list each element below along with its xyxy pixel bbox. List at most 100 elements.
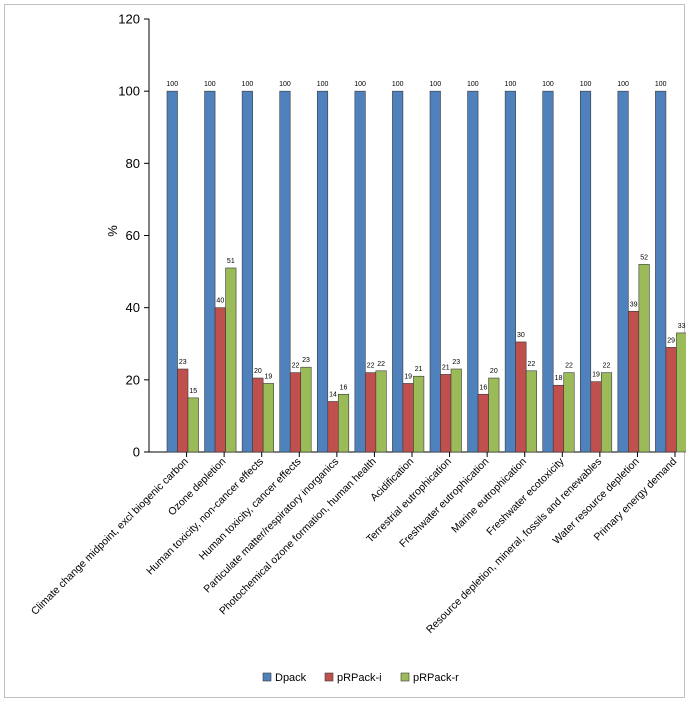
data-label: 100 [392, 81, 404, 88]
bar-prpack-i [402, 383, 414, 453]
y-tick-label: 20 [126, 372, 140, 387]
bar-prpack-r [488, 377, 500, 453]
data-label: 33 [678, 323, 686, 330]
bar-dpack [204, 90, 216, 453]
y-axis-title: % [105, 225, 120, 237]
bar-prpack-i [252, 377, 264, 453]
bar-prpack-r [563, 372, 575, 453]
bar-prpack-i [289, 372, 302, 453]
data-label: 100 [279, 81, 291, 88]
bar-prpack-r [337, 393, 350, 453]
data-label: 16 [340, 384, 348, 391]
data-label: 22 [367, 363, 375, 370]
data-label: 40 [216, 298, 224, 305]
bar-dpack [166, 90, 178, 453]
bar-dpack [542, 90, 554, 453]
bar-prpack-r [525, 370, 537, 453]
data-label: 19 [404, 373, 412, 380]
bar-prpack-r [262, 383, 274, 453]
legend-label-prpack-i: pRPack-i [337, 672, 382, 684]
data-label: 100 [317, 81, 329, 88]
bar-prpack-r [638, 264, 650, 453]
data-label: 100 [580, 81, 592, 88]
data-label: 100 [242, 81, 254, 88]
bar-dpack [467, 90, 479, 453]
y-tick-label: 0 [133, 445, 140, 460]
data-label: 22 [603, 363, 611, 370]
data-label: 21 [415, 366, 423, 373]
bar-dpack [354, 90, 366, 453]
data-label: 19 [264, 373, 272, 380]
bar-dpack [316, 90, 329, 453]
legend: Dpack pRPack-i pRPack-r [262, 672, 459, 684]
bar-prpack-i [515, 341, 527, 453]
data-label: 22 [565, 363, 573, 370]
data-label: 100 [505, 81, 517, 88]
y-tick-label: 60 [126, 228, 140, 243]
chart-frame: % 0 20 40 60 80 100 120 100 23 15 Climate change m… [4, 4, 686, 698]
data-label: 19 [592, 372, 600, 379]
legend-swatch-prpack-i [324, 672, 334, 682]
y-tick-label: 100 [118, 84, 140, 99]
bar-dpack [279, 90, 291, 453]
data-label: 100 [204, 81, 216, 88]
y-axis-title-group: % [105, 225, 120, 237]
bar-dpack [241, 90, 253, 453]
data-label: 20 [254, 368, 262, 375]
bar-prpack-i [628, 310, 640, 453]
data-label: 14 [329, 391, 337, 398]
data-label: 15 [189, 388, 197, 395]
bar-prpack-i [177, 368, 189, 453]
bar-prpack-i [365, 372, 377, 453]
plot-area: 0 20 40 60 80 100 120 100 23 15 Climate change mid… [29, 12, 686, 636]
legend-label-prpack-r: pRPack-r [413, 672, 459, 684]
data-label: 52 [640, 254, 648, 261]
y-tick-label: 120 [118, 12, 140, 27]
data-label: 30 [517, 332, 525, 339]
legend-label-dpack: Dpack [275, 672, 307, 684]
bar-prpack-i [214, 307, 226, 453]
x-category-label: Climate change midpoint, excl biogenic c… [29, 456, 191, 618]
bar-dpack [579, 90, 592, 453]
bar-prpack-i [552, 384, 565, 453]
bar-dpack [655, 90, 667, 453]
bar-prpack-r [225, 267, 237, 453]
legend-swatch-prpack-r [400, 672, 410, 682]
data-label: 18 [555, 375, 563, 382]
data-label: 100 [617, 81, 629, 88]
bar-chart: % 0 20 40 60 80 100 120 100 23 15 Climate change m… [29, 12, 686, 684]
bar-prpack-r [187, 397, 199, 453]
bar-prpack-i [665, 347, 677, 453]
bar-prpack-r [413, 375, 425, 453]
data-label: 16 [479, 384, 487, 391]
x-category-label: Particulate matter/respiratory inorganic… [201, 456, 341, 596]
data-label: 51 [227, 258, 235, 265]
data-label: 22 [292, 363, 300, 370]
bar-prpack-i [440, 374, 452, 453]
bar-dpack [504, 90, 516, 453]
data-label: 20 [490, 368, 498, 375]
bar-prpack-r [375, 370, 387, 453]
bar-prpack-r [450, 368, 462, 453]
data-label: 100 [166, 81, 178, 88]
data-label: 23 [302, 357, 310, 364]
bar-dpack [392, 90, 404, 453]
bar-prpack-i [477, 393, 489, 453]
bar-prpack-r [600, 372, 613, 453]
bar-prpack-r [300, 366, 312, 453]
data-label: 23 [179, 359, 187, 366]
x-category-label: Resource depletion, mineral, fossils and… [424, 456, 604, 636]
data-label: 100 [467, 81, 479, 88]
y-tick-label: 80 [126, 156, 140, 171]
data-label: 29 [667, 337, 675, 344]
data-label: 100 [655, 81, 667, 88]
data-label: 21 [442, 364, 450, 371]
data-label: 39 [630, 301, 638, 308]
legend-swatch-dpack [262, 672, 272, 682]
bar-prpack-i [327, 401, 339, 453]
data-label: 23 [452, 359, 460, 366]
data-label: 100 [542, 81, 554, 88]
data-label: 22 [527, 361, 535, 368]
data-label: 22 [377, 361, 385, 368]
y-tick-label: 40 [126, 300, 140, 315]
